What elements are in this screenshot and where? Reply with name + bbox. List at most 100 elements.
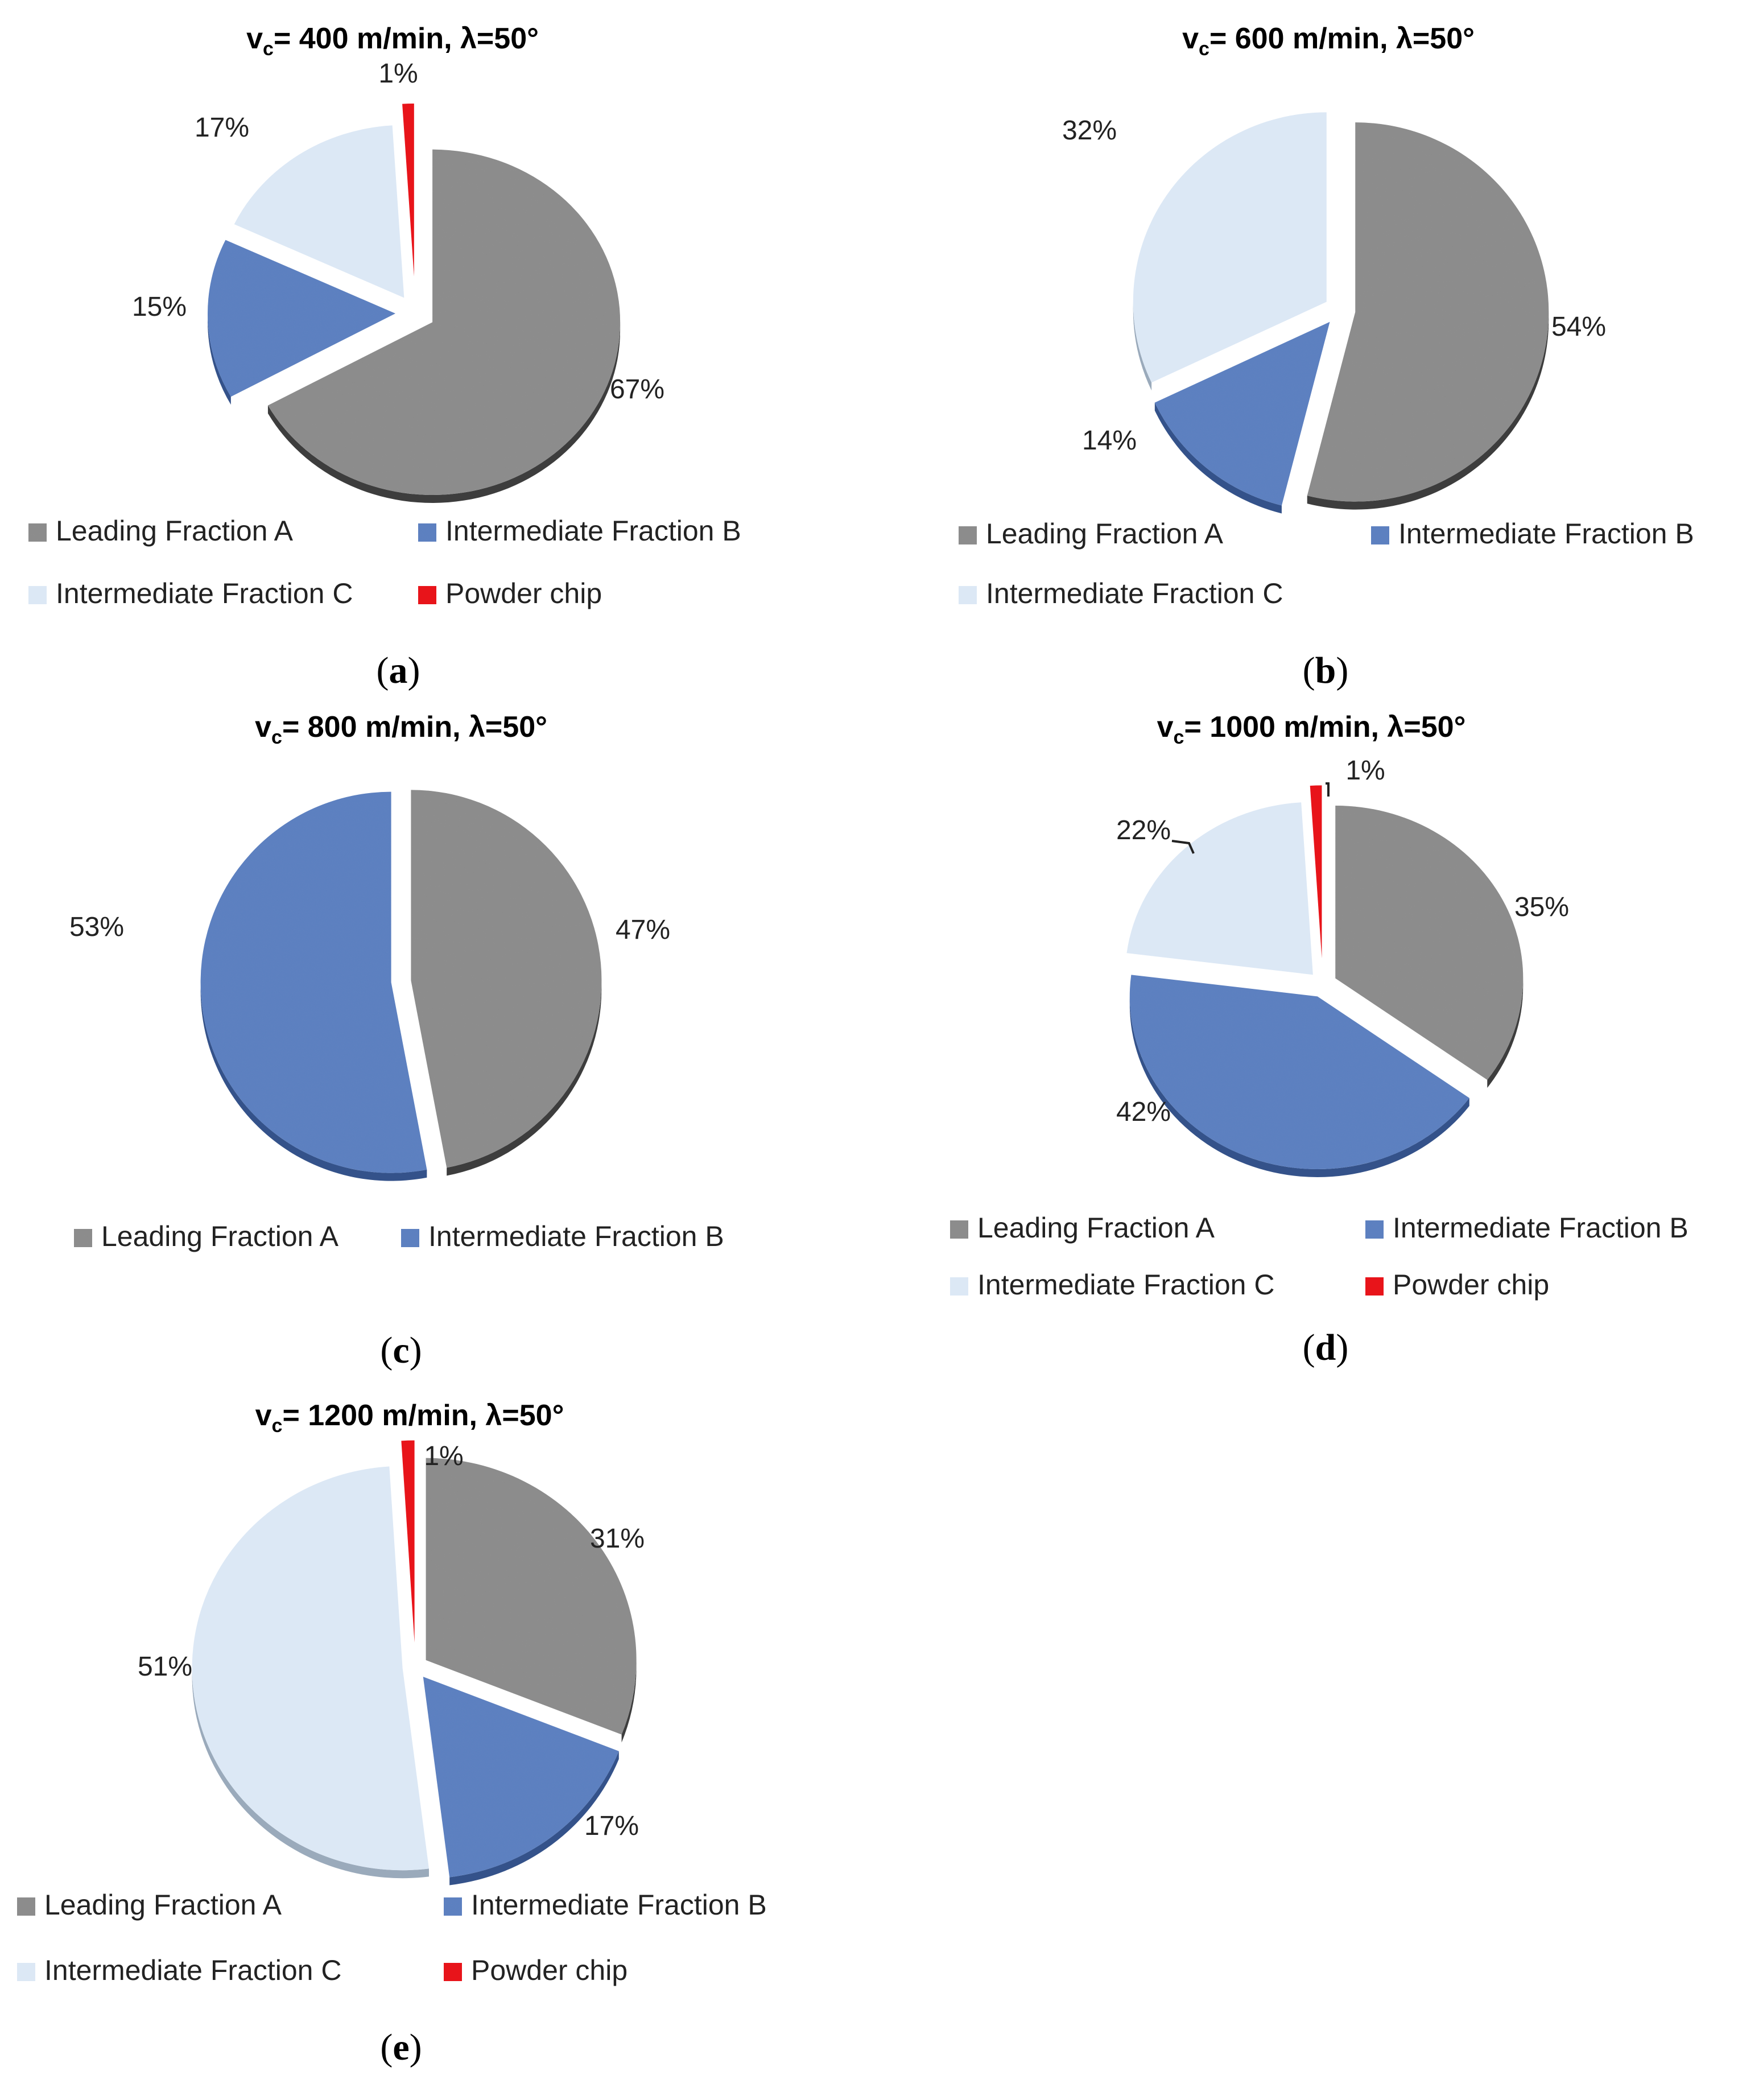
legend-e: Leading Fraction A Intermediate Fraction … [17,1889,767,1986]
pie-chart-d: vc= 1000 m/min, λ=50° 35% 42% 22% 1% Leading … [950,711,1689,1368]
legend-d: Leading Fraction A Intermediate Fraction … [950,1212,1689,1301]
title-rest: = 1200 m/min, λ=50° [282,1399,564,1432]
legend-item-intermediate-fraction-c: Intermediate Fraction C [959,577,1283,609]
slices [1126,785,1524,1177]
slice-top-intermediate-fraction-b [1129,975,1469,1169]
value-label-leading-fraction-a: 47% [616,915,670,945]
value-label-powder-chip: 1% [378,59,418,89]
legend-label-leading-fraction-a: Leading Fraction A [44,1889,282,1921]
chart-title-e: vc= 1200 m/min, λ=50° [255,1399,564,1437]
legend-item-intermediate-fraction-c: Intermediate Fraction C [28,577,353,609]
caption-b: (b) [1303,650,1349,691]
legend-swatch-intermediate-fraction-b [418,523,436,542]
value-label-leading-fraction-a: 31% [590,1524,645,1554]
legend-swatch-intermediate-fraction-b [401,1229,419,1247]
legend-item-intermediate-fraction-b: Intermediate Fraction B [1371,518,1694,550]
title-rest: = 1000 m/min, λ=50° [1184,711,1465,744]
slice-top-intermediate-fraction-c [1126,802,1313,975]
legend-swatch-powder-chip [418,586,436,604]
legend-swatch-intermediate-fraction-c [17,1963,35,1981]
title-subscript: c [1174,727,1184,748]
slice-top-leading-fraction-a [1335,805,1524,1080]
legend-item-intermediate-fraction-b: Intermediate Fraction B [418,515,741,547]
value-label-intermediate-fraction-b: 14% [1082,426,1137,456]
slice-top-leading-fraction-a [1307,122,1549,502]
value-label-powder-chip: 1% [1345,756,1385,786]
value-label-leading-fraction-a: 54% [1551,312,1606,342]
value-label-intermediate-fraction-c: 22% [1116,815,1171,845]
legend-label-intermediate-fraction-c: Intermediate Fraction C [56,577,353,609]
charts-layer: vc= 400 m/min, λ=50°67%15%17%1%Leading F… [17,22,1694,2068]
slice-leading-fraction-a [411,790,602,1176]
slice-intermediate-fraction-c [234,125,404,298]
title-symbol: v [255,711,271,744]
title-rest: = 800 m/min, λ=50° [282,711,547,744]
title-subscript: c [271,727,282,748]
value-label-intermediate-fraction-c: 17% [195,113,249,143]
legend-swatch-leading-fraction-a [950,1220,968,1239]
slice-intermediate-fraction-b [1129,975,1469,1177]
slice-leading-fraction-a [1307,122,1549,510]
pie-chart-a: vc= 400 m/min, λ=50° 67% 15% 17% 1% Leading F… [28,22,741,691]
slice-top-powder-chip [402,104,414,277]
legend-swatch-powder-chip [1365,1277,1384,1296]
legend-swatch-leading-fraction-a [28,523,47,542]
value-label-powder-chip: 1% [424,1441,463,1471]
legend-swatch-intermediate-fraction-b [1371,526,1389,544]
slices [192,1440,637,1886]
slice-intermediate-fraction-b [423,1677,619,1886]
slice-intermediate-fraction-c [1126,802,1313,975]
legend-label-leading-fraction-a: Leading Fraction A [977,1212,1215,1244]
legend-item-intermediate-fraction-c: Intermediate Fraction C [17,1954,341,1986]
value-label-leading-fraction-a: 67% [610,374,664,405]
caption-e: (e) [380,2027,422,2068]
title-rest: = 600 m/min, λ=50° [1209,22,1475,55]
legend-label-powder-chip: Powder chip [471,1954,628,1986]
legend-item-leading-fraction-a: Leading Fraction A [17,1889,282,1921]
chart-title-c: vc= 800 m/min, λ=50° [255,711,547,748]
pie-chart-e: vc= 1200 m/min, λ=50° 31% 17% 51% 1% Leading … [17,1399,767,2068]
legend-item-intermediate-fraction-b: Intermediate Fraction B [1365,1212,1689,1244]
slice-edge-leading-fraction-a [447,980,602,1176]
legend-label-intermediate-fraction-c: Intermediate Fraction C [977,1269,1274,1301]
slice-top-powder-chip [1310,785,1322,959]
slice-powder-chip [1310,785,1322,959]
legend-item-intermediate-fraction-c: Intermediate Fraction C [950,1269,1274,1301]
chart-title-d: vc= 1000 m/min, λ=50° [1157,711,1466,748]
slice-intermediate-fraction-c [1133,112,1327,391]
leader-line-fraction-c [1171,840,1195,854]
legend-swatch-leading-fraction-a [17,1897,35,1916]
value-label-intermediate-fraction-c: 32% [1062,115,1117,146]
slice-leading-fraction-a [1335,805,1524,1088]
slice-powder-chip [401,1440,415,1643]
slice-top-intermediate-fraction-c [234,125,404,298]
legend-item-powder-chip: Powder chip [1365,1269,1549,1301]
slice-top-intermediate-fraction-b [208,240,396,397]
slice-edge-intermediate-fraction-b [208,313,231,405]
legend-a: Leading Fraction A Intermediate Fraction … [28,515,741,609]
legend-label-intermediate-fraction-b: Intermediate Fraction B [445,515,741,547]
title-symbol: v [255,1399,272,1432]
pie-chart-b: vc= 600 m/min, λ=50° 54% 14% 32% Leading Fra… [959,22,1694,691]
value-label-leading-fraction-a: 35% [1514,892,1569,922]
caption-c: (c) [380,1330,422,1371]
legend-label-intermediate-fraction-b: Intermediate Fraction B [471,1889,767,1921]
title-subscript: c [263,38,274,60]
chart-title-a: vc= 400 m/min, λ=50° [246,22,539,60]
value-label-intermediate-fraction-c: 51% [138,1652,192,1682]
slices [208,104,621,503]
title-symbol: v [246,22,263,55]
slice-top-intermediate-fraction-b [200,791,427,1173]
legend-swatch-intermediate-fraction-b [1365,1220,1384,1239]
legend-label-leading-fraction-a: Leading Fraction A [56,515,294,547]
slice-edge-leading-fraction-a [621,1660,637,1743]
legend-item-intermediate-fraction-b: Intermediate Fraction B [444,1889,767,1921]
slice-top-intermediate-fraction-c [192,1466,429,1871]
title-symbol: v [1182,22,1199,55]
legend-label-intermediate-fraction-c: Intermediate Fraction C [44,1954,341,1986]
slice-intermediate-fraction-b [1154,321,1330,514]
legend-label-powder-chip: Powder chip [1393,1269,1549,1301]
slice-leading-fraction-a [267,149,621,503]
slice-edge-leading-fraction-a [1487,978,1524,1088]
slice-edge-intermediate-fraction-c [1133,302,1152,391]
